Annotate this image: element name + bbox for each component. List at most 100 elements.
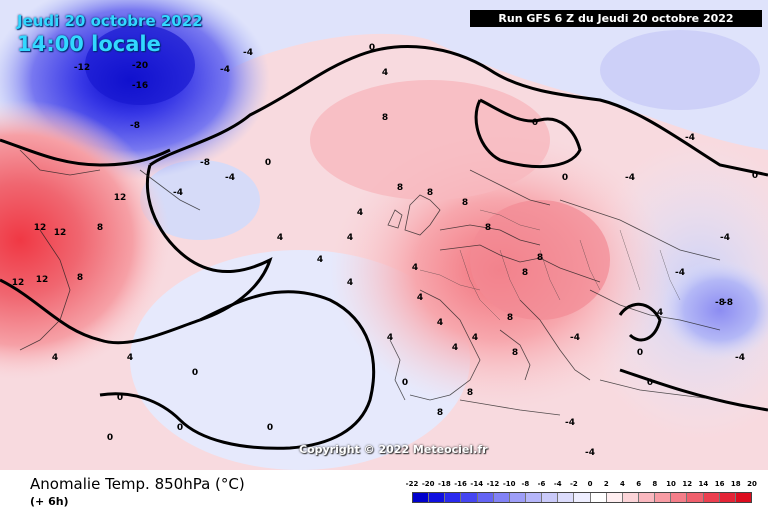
isotherm-label: -12 [74,63,90,73]
legend-swatch [558,493,575,502]
legend-tick-label: -8 [521,480,530,488]
forecast-step: (+ 6h) [30,495,69,508]
isotherm-label: 8 [467,388,473,398]
footer: Anomalie Temp. 850hPa (°C) (+ 6h) -22 -20… [0,470,768,512]
isotherm-label: -20 [132,61,148,71]
model-run-banner: Run GFS 6 Z du Jeudi 20 octobre 2022 [470,10,762,27]
isotherm-label: 4 [657,308,663,318]
legend-tick-label: 0 [587,480,593,488]
isotherm-label: 4 [452,343,458,353]
isotherm-label: -4 [220,65,230,75]
legend-swatch [429,493,446,502]
legend-tick-label: 12 [682,480,693,488]
legend-tick-label: -18 [438,480,451,488]
isotherm-label: 0 [637,348,643,358]
isotherm-label: 4 [277,233,283,243]
isotherm-label: 4 [382,68,388,78]
legend-swatch [542,493,559,502]
isotherm-label: 8 [507,313,513,323]
isotherm-label: -4 [625,173,635,183]
legend-swatch [477,493,494,502]
isotherm-label: -8 [723,298,733,308]
isotherm-label: 4 [357,208,363,218]
isotherm-label: 12 [12,278,25,288]
legend-tick-label: -10 [502,480,516,488]
isotherm-label: 4 [347,233,353,243]
isotherm-label: -8 [715,298,725,308]
legend-tick-label: 14 [698,480,709,488]
isotherm-label: 4 [317,255,323,265]
legend-swatch [622,493,639,502]
isotherm-label: 8 [97,223,103,233]
isotherm-label: 8 [437,408,443,418]
isotherm-label: 8 [382,113,388,123]
isotherm-label: 0 [117,393,123,403]
legend-tick-label: 4 [620,480,625,488]
legend-swatch [509,493,526,502]
isotherm-label: 0 [402,378,408,388]
isotherm-label: -8 [130,121,140,131]
isotherm-label: 0 [177,423,183,433]
legend-tick-label: 10 [666,480,676,488]
isotherm-label: 0 [192,368,198,378]
isotherm-label: 8 [512,348,518,358]
legend-tick-label: 8 [652,480,658,488]
forecast-time: 14:00 locale [17,32,161,56]
legend-tick-label: -2 [570,480,578,488]
isotherm-label: 8 [522,268,528,278]
legend-tick-label: 6 [636,480,642,488]
legend-swatch [461,493,478,502]
isotherm-label: 8 [397,183,403,193]
isotherm-label: 0 [647,378,653,388]
legend-ticks: -22 -20 -18 -16 -14 -12 -10 -8 -6 -4 -2 0 2 4 6 8 10 12 14… [406,480,757,490]
color-scale-legend [412,492,752,503]
isotherm-label: 12 [36,275,49,285]
legend-tick-label: 20 [747,480,757,488]
legend-tick-label: -22 [405,480,419,488]
legend-swatch [671,493,688,502]
isotherm-label: 0 [532,118,538,128]
legend-swatch [735,493,751,502]
isotherm-label: -4 [173,188,183,198]
isotherm-label: -4 [685,133,695,143]
legend-swatch [638,493,656,502]
isotherm-label: 4 [472,333,478,343]
isotherm-label: 8 [485,223,491,233]
isotherm-label: -4 [565,418,575,428]
isotherm-label: 8 [77,273,83,283]
legend-swatch [413,493,430,502]
legend-tick-label: 16 [714,480,725,488]
isotherm-label: -4 [735,353,745,363]
isotherm-label: 4 [127,353,133,363]
legend-swatch [574,493,591,502]
legend-tick-label: 18 [730,480,741,488]
isotherm-label: 4 [412,263,418,273]
legend-tick-label: -6 [537,480,546,488]
legend-tick-label: -20 [421,480,435,488]
isotherm-label: 0 [267,423,273,433]
isotherm-label: 12 [54,228,67,238]
isotherm-label: -16 [132,81,148,91]
legend-swatch [525,493,543,502]
isotherm-label: 4 [52,353,58,363]
legend-swatch [703,493,720,502]
isotherm-label: 0 [265,158,271,168]
isotherm-label: 0 [107,433,113,443]
legend-swatch [655,493,672,502]
isotherm-label: 8 [537,253,543,263]
legend-tick-label: -12 [486,480,500,488]
isotherm-label: 4 [347,278,353,288]
isotherm-label: 4 [417,293,423,303]
forecast-date: Jeudi 20 octobre 2022 [17,12,203,30]
isotherm-label: -4 [720,233,730,243]
isotherm-label: 12 [114,193,127,203]
legend-tick-label: -16 [454,480,467,488]
legend-swatch [493,493,510,502]
legend-tick-label: -14 [470,480,484,488]
map-title: Anomalie Temp. 850hPa (°C) [30,475,245,493]
isotherm-label: -4 [243,48,253,58]
legend-swatch [719,493,736,502]
temperature-anomaly-map: -20-16-12-8-4-4-4-4-8-8-4-4-4-4-4-4-4121… [0,0,768,470]
isotherm-label: 8 [462,198,468,208]
isotherm-label: 4 [387,333,393,343]
